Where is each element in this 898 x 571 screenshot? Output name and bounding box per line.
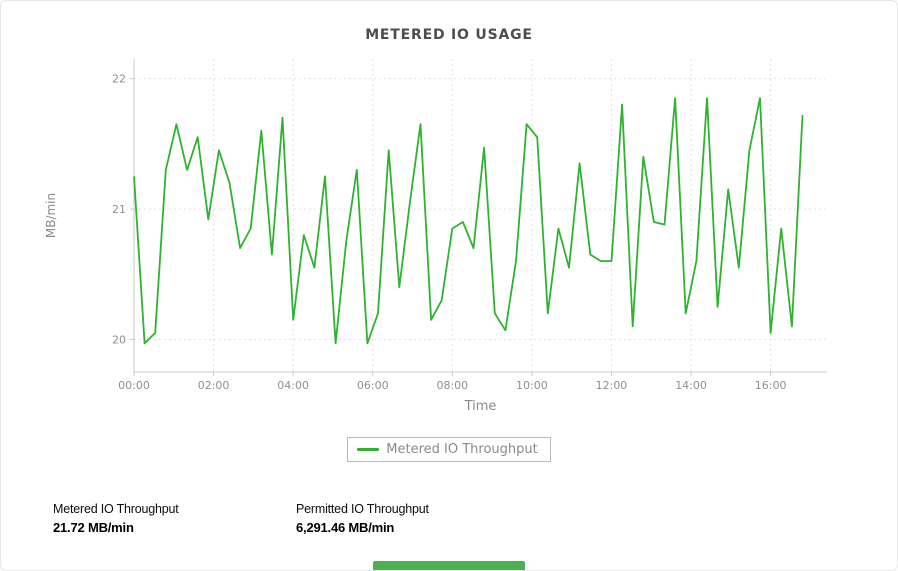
svg-text:08:00: 08:00: [436, 379, 468, 392]
stat-metered-io-label: Metered IO Throughput: [53, 502, 179, 516]
svg-text:21: 21: [112, 203, 126, 216]
svg-text:12:00: 12:00: [596, 379, 628, 392]
svg-text:MB/min: MB/min: [44, 193, 58, 238]
svg-text:Time: Time: [464, 399, 497, 414]
svg-text:00:00: 00:00: [118, 379, 150, 392]
bottom-scrollbar-thumb[interactable]: [373, 561, 525, 570]
stat-metered-io-value: 21.72 MB/min: [53, 520, 134, 535]
svg-text:22: 22: [112, 73, 126, 86]
stat-permitted-io-label: Permitted IO Throughput: [296, 502, 429, 516]
legend-item-metered-io[interactable]: Metered IO Throughput: [347, 437, 551, 462]
svg-text:16:00: 16:00: [755, 379, 787, 392]
chart-area: 00:00 02:00 04:00 06:00 08:00 10:00 12:00 14:00…: [9, 45, 889, 435]
legend-line-icon: [357, 448, 380, 451]
stat-permitted-io: Permitted IO Throughput 6,291.46 MB/min: [296, 502, 539, 535]
stat-metered-io: Metered IO Throughput 21.72 MB/min: [53, 502, 296, 535]
chart-title: METERED IO USAGE: [365, 27, 533, 43]
svg-text:02:00: 02:00: [198, 379, 230, 392]
legend-label: Metered IO Throughput: [386, 442, 538, 457]
throughput-stats: Metered IO Throughput 21.72 MB/min Permi…: [53, 502, 897, 535]
chart-legend: Metered IO Throughput: [1, 437, 897, 462]
stat-permitted-io-value: 6,291.46 MB/min: [296, 520, 395, 535]
svg-text:06:00: 06:00: [357, 379, 389, 392]
svg-text:20: 20: [112, 333, 126, 346]
metered-io-line-chart: 00:00 02:00 04:00 06:00 08:00 10:00 12:00 14:00…: [44, 59, 827, 414]
svg-text:04:00: 04:00: [277, 379, 309, 392]
svg-text:14:00: 14:00: [675, 379, 707, 392]
svg-text:10:00: 10:00: [516, 379, 548, 392]
